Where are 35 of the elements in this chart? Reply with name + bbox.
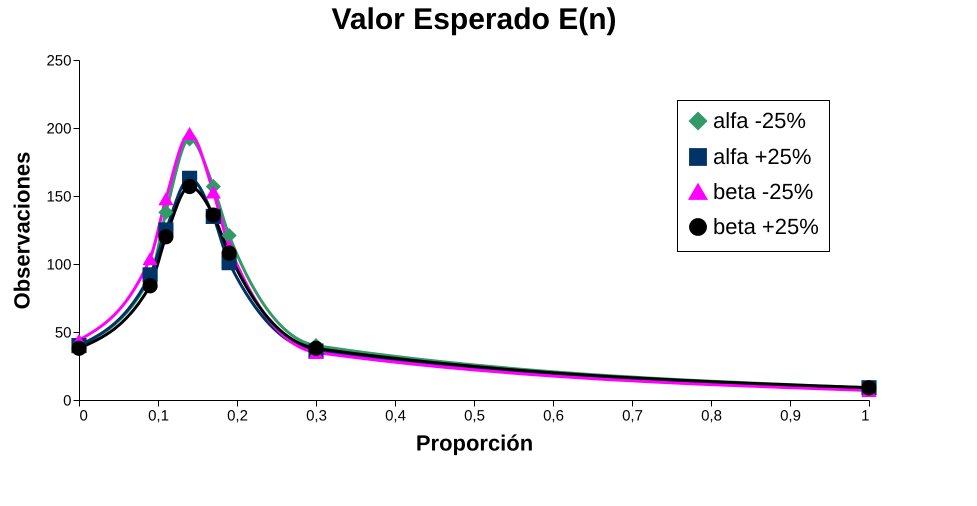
legend-label: alfa +25% [713,144,812,169]
y-tick-label: 250 [46,52,72,70]
point [206,185,221,198]
x-tick-label: 0,9 [780,408,801,424]
chart-title: Valor Esperado E(n) [331,3,617,36]
y-tick-label: 150 [46,188,72,206]
x-tick-label: 0,3 [306,408,327,424]
x-tick-label: 1 [861,408,870,424]
point [158,192,174,206]
x-tick-label: 0,2 [227,408,248,424]
x-tick-label: 0 [80,408,88,424]
y-tick-label: 0 [63,392,72,410]
y-tick-label: 50 [54,324,72,342]
legend-label: beta -25% [713,179,814,204]
x-axis-title: Proporción [416,430,534,456]
point [182,178,198,194]
x-tick-label: 0,7 [622,408,643,424]
legend-label: alfa -25% [713,108,806,133]
y-tick-label: 100 [46,256,72,274]
x-tick-label: 0,6 [543,408,564,424]
point [182,126,198,140]
point [308,340,324,356]
point [158,204,174,220]
point [222,228,237,244]
point [222,246,237,261]
point [142,278,158,294]
x-tick-label: 0,1 [148,408,169,424]
x-tick-label: 0,8 [701,408,722,424]
point [142,252,158,266]
point [158,229,174,244]
legend-label: beta +25% [713,214,819,239]
x-tick-label: 0,5 [464,408,485,424]
y-axis-title: Observaciones [9,152,34,310]
y-tick-label: 200 [46,120,72,138]
x-tick-label: 0,4 [385,408,406,424]
